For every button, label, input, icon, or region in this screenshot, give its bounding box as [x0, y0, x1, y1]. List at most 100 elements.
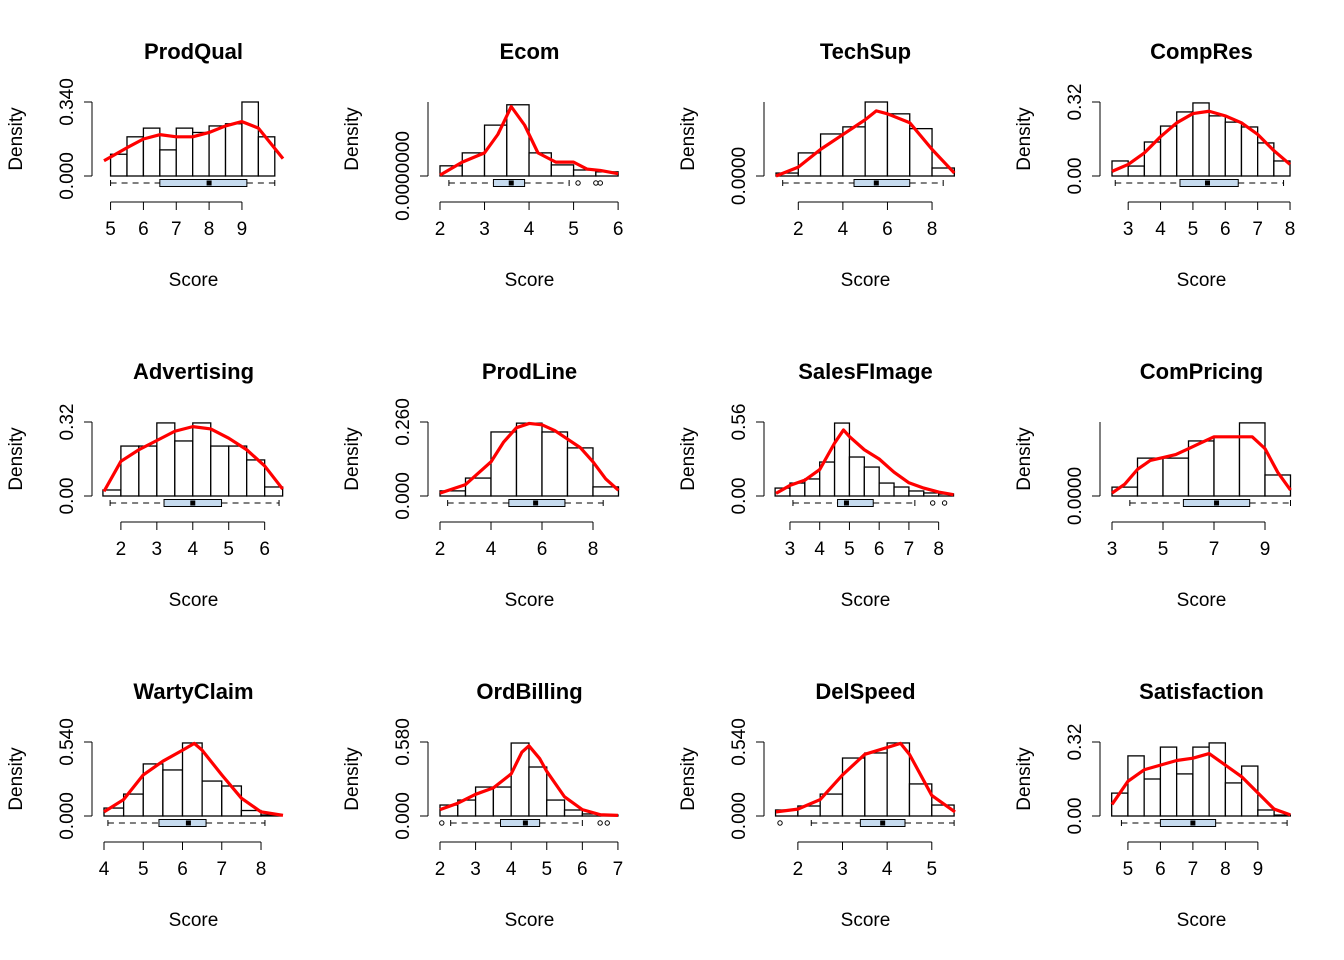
x-tick-label: 4: [838, 219, 849, 240]
box: [499, 819, 541, 827]
histogram-bar: [592, 486, 620, 497]
panel-title: ProdLine: [482, 359, 577, 384]
histogram-bar: [1238, 422, 1266, 497]
histogram-bar: [208, 125, 227, 177]
histogram-bar: [224, 123, 243, 177]
x-tick-label: 9: [1260, 539, 1271, 560]
outlier: [604, 820, 610, 826]
x-tick-label: 8: [1220, 859, 1231, 880]
outlier: [777, 820, 783, 826]
histogram-bar: [120, 445, 140, 497]
histogram-bar: [1159, 746, 1178, 817]
histogram-bar: [1127, 165, 1146, 177]
x-tick-label: 3: [152, 539, 163, 560]
histogram-bar: [1175, 773, 1194, 817]
box-median: [508, 180, 514, 186]
histogram-bar: [528, 766, 548, 817]
histogram-bar: [1224, 782, 1243, 817]
y-tick-label: 0.00: [57, 478, 78, 515]
x-axis-label: Score: [505, 270, 555, 291]
outlier: [929, 500, 936, 506]
box: [837, 499, 874, 507]
histogram-bar: [1162, 457, 1190, 497]
x-tick-label: 6: [177, 859, 188, 880]
x-tick-label: 8: [588, 539, 599, 560]
x-tick-label: 4: [486, 539, 497, 560]
histogram-bar: [886, 113, 911, 177]
x-tick-label: 5: [926, 859, 937, 880]
histogram-bar: [893, 486, 910, 497]
histogram-bar: [1127, 755, 1145, 817]
histogram-bar: [162, 769, 184, 817]
y-axis-label: Density: [678, 747, 699, 811]
x-tick-label: 8: [933, 539, 944, 560]
y-tick-label: 0.00: [1065, 798, 1086, 835]
box: [853, 179, 911, 187]
density-curve: [439, 744, 618, 817]
y-tick-label: 0.540: [57, 718, 78, 766]
histogram-bar: [1213, 436, 1241, 497]
density-curve: [1111, 435, 1292, 495]
histogram-bar: [848, 456, 865, 497]
histogram-bar: [174, 440, 194, 497]
x-tick-label: 9: [237, 219, 248, 240]
x-tick-label: 9: [1253, 859, 1264, 880]
density-curve: [439, 105, 619, 177]
histogram-bar: [566, 447, 594, 497]
x-tick-label: 7: [1252, 219, 1263, 240]
outlier: [941, 500, 948, 506]
outlier: [593, 180, 599, 186]
y-tick-label: 0.000: [729, 792, 750, 840]
outlier: [597, 180, 603, 186]
panel-title: DelSpeed: [815, 679, 915, 704]
box-median: [533, 500, 539, 506]
y-axis-label: Density: [342, 107, 363, 171]
box-median: [206, 180, 212, 186]
x-tick-label: 8: [204, 219, 215, 240]
histogram-bar: [210, 445, 230, 497]
x-tick-label: 4: [1155, 219, 1166, 240]
x-tick-label: 5: [1123, 859, 1134, 880]
panel-title: CompRes: [1150, 39, 1253, 64]
x-tick-label: 5: [844, 539, 855, 560]
x-tick-label: 5: [1188, 219, 1199, 240]
y-tick-label: 0.000: [393, 472, 414, 520]
y-tick-label: 0.540: [729, 718, 750, 766]
x-tick-label: 6: [882, 219, 893, 240]
x-tick-label: 7: [216, 859, 227, 880]
histogram-bar: [1224, 121, 1243, 177]
density-curve: [775, 109, 956, 178]
box-median: [190, 500, 196, 506]
x-tick-label: 2: [793, 859, 804, 880]
panel-title: Satisfaction: [1139, 679, 1264, 704]
x-tick-label: 7: [1209, 539, 1220, 560]
x-tick-label: 5: [138, 859, 149, 880]
y-tick-label: 0.32: [1065, 84, 1086, 121]
x-tick-label: 3: [479, 219, 490, 240]
panel-title: TechSup: [820, 39, 911, 64]
x-tick-label: 6: [259, 539, 270, 560]
x-tick-label: 7: [171, 219, 182, 240]
x-axis-label: Score: [1177, 590, 1227, 611]
x-axis-label: Score: [1177, 270, 1227, 291]
density-curve: [1111, 109, 1292, 173]
box: [159, 179, 248, 187]
outlier: [575, 180, 581, 186]
box-median: [185, 820, 191, 826]
histogram-bar: [1257, 809, 1275, 817]
density-curve: [1110, 751, 1291, 817]
histogram-bar: [192, 422, 212, 497]
x-tick-label: 4: [99, 859, 110, 880]
x-tick-label: 3: [837, 859, 848, 880]
x-tick-label: 8: [1285, 219, 1296, 240]
y-axis-label: Density: [6, 427, 27, 491]
x-axis-label: Score: [841, 910, 891, 931]
panel-title: WartyClaim: [133, 679, 253, 704]
y-axis-label: Density: [678, 427, 699, 491]
histogram-bar: [492, 786, 512, 817]
histogram-bar: [1143, 778, 1162, 817]
x-tick-label: 2: [435, 859, 446, 880]
histogram-bar: [1111, 792, 1129, 817]
panel-title: OrdBilling: [476, 679, 582, 704]
x-tick-label: 5: [1158, 539, 1169, 560]
